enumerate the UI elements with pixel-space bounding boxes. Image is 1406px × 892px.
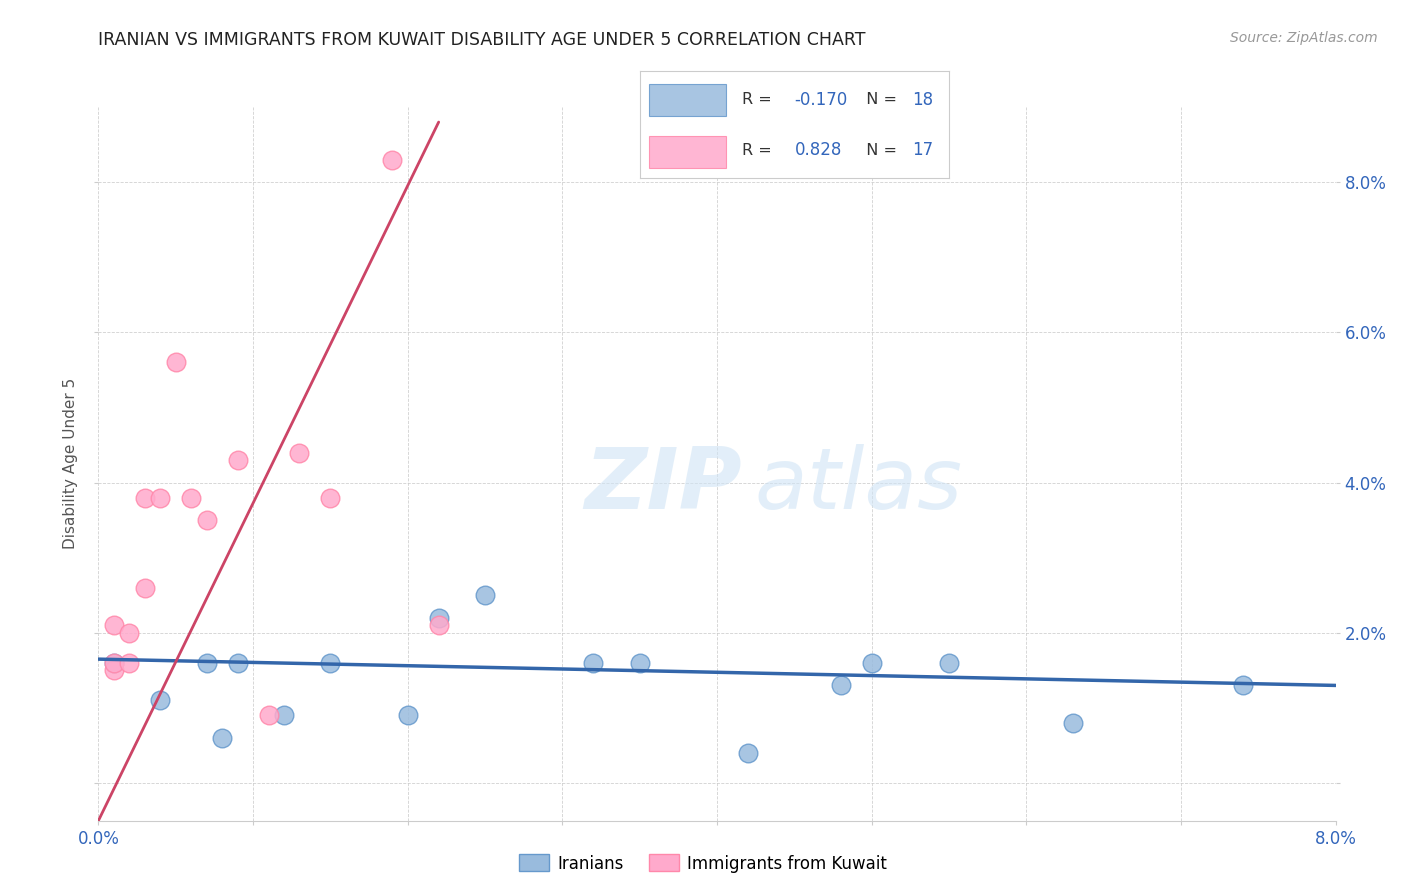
Point [830, 678, 852, 692]
Point [396, 708, 419, 723]
Point [226, 656, 249, 670]
Point [860, 656, 883, 670]
Text: N =: N = [856, 143, 903, 158]
Point [211, 731, 233, 745]
Point [195, 513, 218, 527]
Text: -0.170: -0.170 [794, 91, 848, 109]
Point [474, 588, 496, 602]
Text: N =: N = [856, 92, 903, 107]
Point [149, 491, 172, 505]
FancyBboxPatch shape [650, 84, 727, 116]
Point [118, 656, 141, 670]
Text: 18: 18 [912, 91, 934, 109]
Point [1062, 716, 1084, 731]
Point [288, 445, 311, 459]
FancyBboxPatch shape [650, 136, 727, 168]
Text: Source: ZipAtlas.com: Source: ZipAtlas.com [1230, 31, 1378, 45]
Point [134, 581, 156, 595]
Point [938, 656, 960, 670]
Point [103, 664, 125, 678]
Point [103, 618, 125, 632]
Point [737, 746, 759, 760]
Point [427, 618, 450, 632]
Text: 0.828: 0.828 [794, 141, 842, 159]
Text: R =: R = [742, 92, 776, 107]
Point [165, 355, 187, 369]
Text: IRANIAN VS IMMIGRANTS FROM KUWAIT DISABILITY AGE UNDER 5 CORRELATION CHART: IRANIAN VS IMMIGRANTS FROM KUWAIT DISABI… [98, 31, 866, 49]
Point [1232, 678, 1254, 692]
Point [273, 708, 295, 723]
Point [118, 625, 141, 640]
Point [103, 656, 125, 670]
Text: ZIP: ZIP [583, 443, 742, 527]
Point [628, 656, 651, 670]
Point [257, 708, 280, 723]
Text: 17: 17 [912, 141, 934, 159]
Text: R =: R = [742, 143, 776, 158]
Point [195, 656, 218, 670]
Y-axis label: Disability Age Under 5: Disability Age Under 5 [63, 378, 79, 549]
Point [180, 491, 202, 505]
Point [103, 656, 125, 670]
Point [134, 491, 156, 505]
Point [149, 693, 172, 707]
Point [319, 491, 342, 505]
Point [319, 656, 342, 670]
Legend: Iranians, Immigrants from Kuwait: Iranians, Immigrants from Kuwait [512, 847, 894, 880]
Point [427, 611, 450, 625]
Point [226, 453, 249, 467]
Point [582, 656, 605, 670]
Point [381, 153, 404, 167]
Text: atlas: atlas [754, 443, 962, 527]
